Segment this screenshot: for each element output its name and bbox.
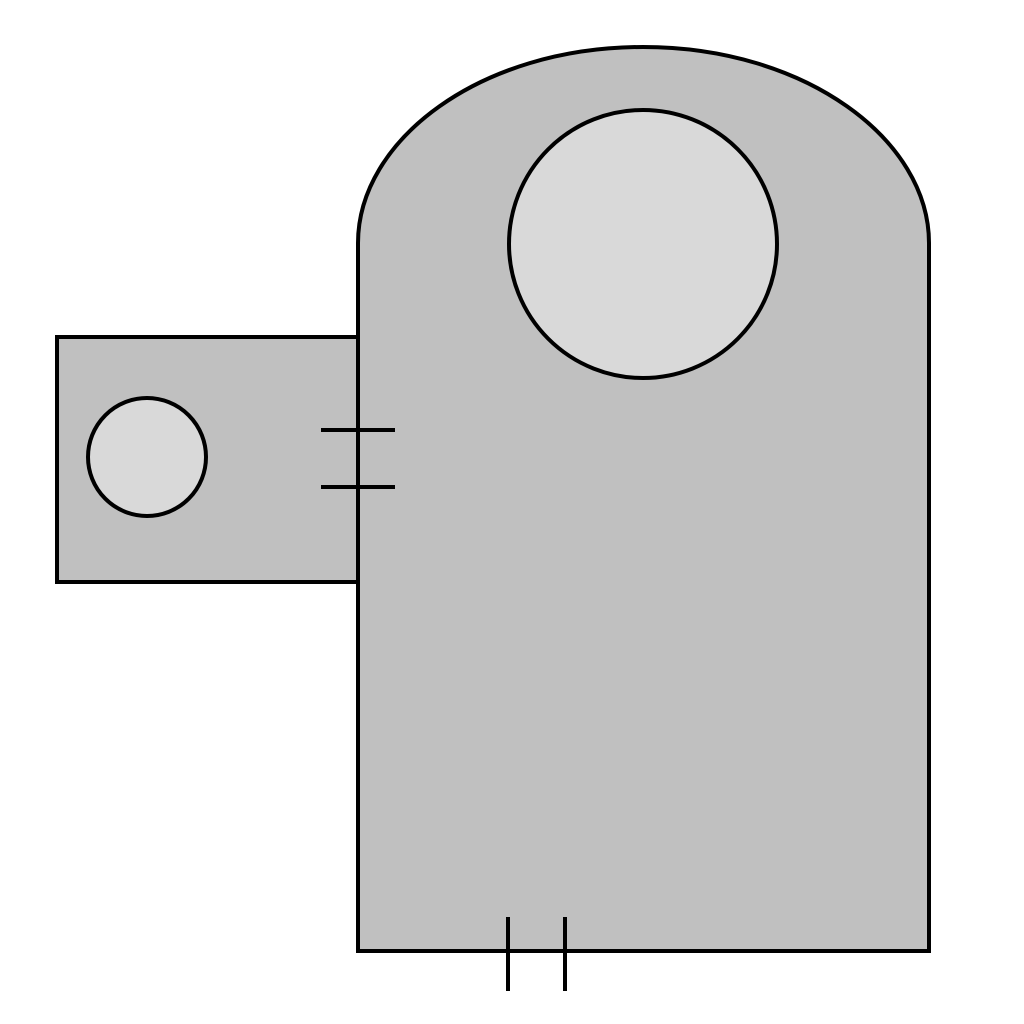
- bottom-width-marks: [506, 917, 567, 991]
- main-body: [356, 44, 931, 953]
- small-hole: [86, 396, 208, 518]
- large-hole: [507, 108, 779, 380]
- tab-height-marks: [321, 428, 395, 489]
